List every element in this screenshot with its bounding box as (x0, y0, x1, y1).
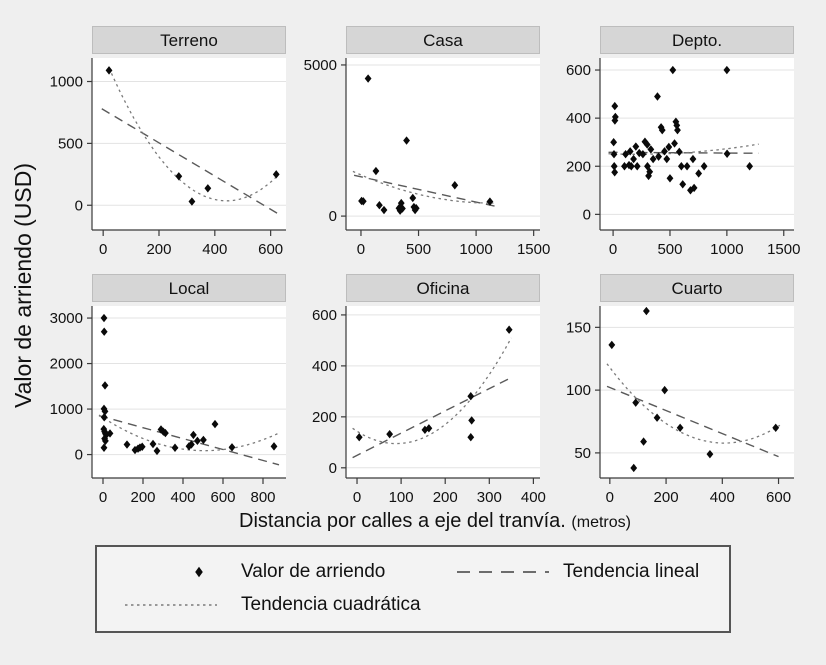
svg-text:400: 400 (170, 489, 195, 506)
legend-quad-label: Tendencia cuadrática (241, 593, 421, 615)
facet-title-oficina: Oficina (346, 274, 540, 302)
facet-title-cuarto: Cuarto (600, 274, 794, 302)
facet-casa: Casa 0 5000 0 500 1000 1500 (298, 26, 551, 260)
scatter-marker-swatch (195, 566, 203, 577)
facet-local: Local 0 1000 2000 3000 0 200 400 600 800 (44, 274, 288, 508)
svg-text:600: 600 (312, 307, 337, 324)
svg-text:0: 0 (357, 241, 365, 258)
svg-text:600: 600 (766, 489, 791, 506)
svg-text:100: 100 (389, 489, 414, 506)
svg-text:1500: 1500 (517, 241, 550, 258)
svg-text:1000: 1000 (50, 401, 83, 418)
svg-text:2000: 2000 (50, 356, 83, 373)
svg-text:300: 300 (477, 489, 502, 506)
facet-grid: Terreno 0 500 1000 0 200 400 600 Casa 0 5000 0 50… (44, 26, 826, 508)
legend-item-linear: Tendencia lineal (453, 561, 699, 583)
svg-text:0: 0 (99, 241, 107, 258)
legend-row-1: Valor de arriendo Tendencia lineal (111, 555, 715, 588)
svg-text:1500: 1500 (767, 241, 800, 258)
svg-text:200: 200 (146, 241, 171, 258)
y-axis-label: Valor de arriendo (USD) (10, 162, 36, 408)
svg-text:0: 0 (583, 206, 591, 223)
facet-title-terreno: Terreno (92, 26, 286, 54)
svg-text:200: 200 (312, 409, 337, 426)
facet-depto: Depto. 0 200 400 600 0 500 1000 1500 (552, 26, 800, 260)
legend-box: Valor de arriendo Tendencia lineal Tende… (95, 545, 731, 633)
svg-text:400: 400 (312, 358, 337, 375)
svg-text:0: 0 (99, 489, 107, 506)
oficina-plot: 0 200 400 600 0 100 200 300 400 (312, 306, 546, 506)
svg-text:400: 400 (202, 241, 227, 258)
svg-text:0: 0 (353, 489, 361, 506)
x-axis-label: Distancia por calles a eje del tranvía. … (0, 510, 826, 533)
local-plot: 0 1000 2000 3000 0 200 400 600 800 (50, 306, 286, 506)
svg-text:50: 50 (574, 445, 591, 462)
svg-text:400: 400 (521, 489, 546, 506)
svg-text:1000: 1000 (710, 241, 743, 258)
svg-text:800: 800 (250, 489, 275, 506)
svg-text:3000: 3000 (50, 310, 83, 327)
svg-text:600: 600 (210, 489, 235, 506)
legend-item-marker: Valor de arriendo (111, 561, 453, 583)
legend-row-2: Tendencia cuadrática (111, 588, 715, 621)
svg-text:5000: 5000 (304, 57, 337, 74)
svg-text:0: 0 (329, 460, 337, 477)
cuarto-plot: 50 100 150 0 200 400 600 (566, 306, 794, 506)
svg-text:0: 0 (329, 208, 337, 225)
svg-text:0: 0 (75, 447, 83, 464)
legend-marker-label: Valor de arriendo (241, 560, 386, 582)
terreno-plot: 0 500 1000 0 200 400 600 (50, 58, 286, 258)
svg-text:100: 100 (566, 382, 591, 399)
svg-text:0: 0 (609, 241, 617, 258)
svg-text:400: 400 (710, 489, 735, 506)
svg-text:200: 200 (433, 489, 458, 506)
svg-text:200: 200 (566, 158, 591, 175)
svg-text:0: 0 (606, 489, 614, 506)
quad-trend-swatch (125, 603, 217, 606)
svg-text:500: 500 (657, 241, 682, 258)
facet-title-casa: Casa (346, 26, 540, 54)
legend-item-quadratic: Tendencia cuadrática (111, 594, 453, 616)
x-axis-label-text: Distancia por calles a eje del tranvía. (239, 510, 566, 532)
svg-text:600: 600 (566, 62, 591, 79)
facet-title-depto: Depto. (600, 26, 794, 54)
svg-text:500: 500 (58, 135, 83, 152)
svg-text:500: 500 (406, 241, 431, 258)
svg-text:200: 200 (130, 489, 155, 506)
facet-cuarto: Cuarto 50 100 150 0 200 400 600 (552, 274, 796, 508)
facet-title-local: Local (92, 274, 286, 302)
depto-plot: 0 200 400 600 0 500 1000 1500 (566, 58, 800, 258)
svg-text:400: 400 (566, 110, 591, 127)
svg-text:600: 600 (258, 241, 283, 258)
svg-text:150: 150 (566, 319, 591, 336)
svg-text:200: 200 (654, 489, 679, 506)
facet-oficina: Oficina 0 200 400 600 0 100 200 300 400 (298, 274, 546, 508)
x-axis-unit: (metros) (571, 514, 631, 531)
legend-linear-label: Tendencia lineal (563, 560, 700, 582)
svg-text:1000: 1000 (459, 241, 492, 258)
svg-text:1000: 1000 (50, 74, 83, 91)
linear-trend-swatch (457, 570, 549, 573)
facet-terreno: Terreno 0 500 1000 0 200 400 600 (44, 26, 288, 260)
casa-plot: 0 5000 0 500 1000 1500 (304, 57, 551, 258)
svg-text:0: 0 (75, 197, 83, 214)
